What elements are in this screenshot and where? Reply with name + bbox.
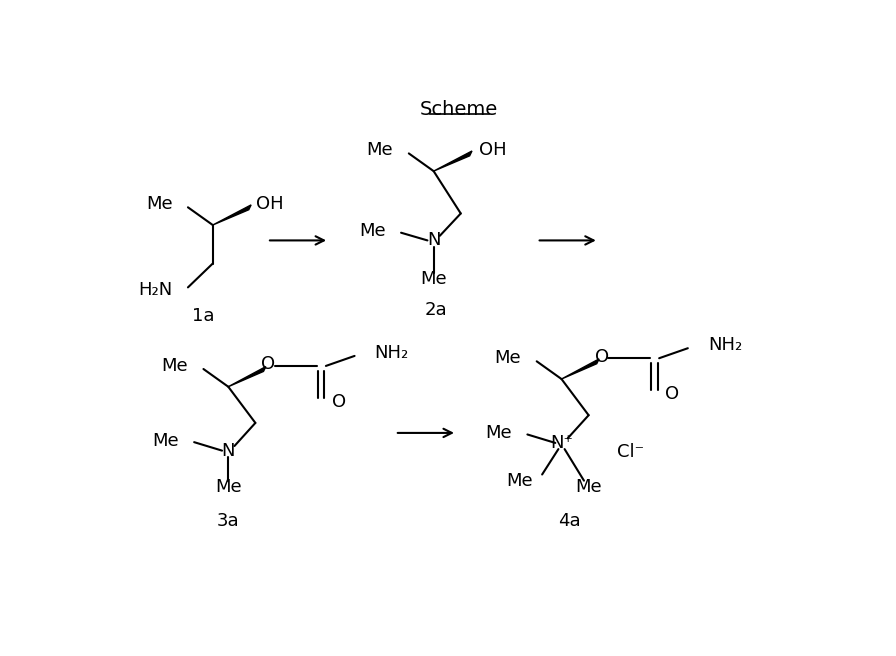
Text: OH: OH: [256, 195, 284, 213]
Text: Me: Me: [161, 357, 188, 375]
Text: NH₂: NH₂: [708, 336, 742, 354]
Text: O: O: [666, 386, 679, 403]
Polygon shape: [212, 205, 251, 225]
Text: O: O: [262, 356, 276, 373]
Text: O: O: [595, 348, 609, 365]
Text: N: N: [426, 232, 440, 249]
Text: N: N: [221, 441, 235, 460]
Text: Cl⁻: Cl⁻: [617, 443, 644, 461]
Text: Me: Me: [152, 432, 178, 449]
Text: N⁺: N⁺: [550, 434, 573, 452]
Text: Me: Me: [359, 222, 385, 240]
Text: Me: Me: [506, 472, 533, 489]
Polygon shape: [434, 151, 472, 171]
Text: Scheme: Scheme: [420, 100, 498, 119]
Text: NH₂: NH₂: [375, 344, 409, 362]
Text: O: O: [332, 393, 346, 411]
Text: Me: Me: [495, 349, 521, 367]
Text: 1a: 1a: [193, 307, 215, 325]
Polygon shape: [562, 359, 599, 379]
Text: Me: Me: [420, 270, 447, 288]
Polygon shape: [228, 367, 266, 387]
Text: H₂N: H₂N: [138, 281, 172, 300]
Text: Me: Me: [215, 478, 242, 496]
Text: Me: Me: [146, 195, 172, 213]
Text: 2a: 2a: [425, 300, 447, 319]
Text: OH: OH: [478, 141, 506, 159]
Text: Me: Me: [575, 478, 602, 496]
Text: 3a: 3a: [217, 512, 239, 531]
Text: Me: Me: [366, 141, 393, 159]
Text: Me: Me: [486, 424, 512, 442]
Text: 4a: 4a: [558, 512, 581, 531]
